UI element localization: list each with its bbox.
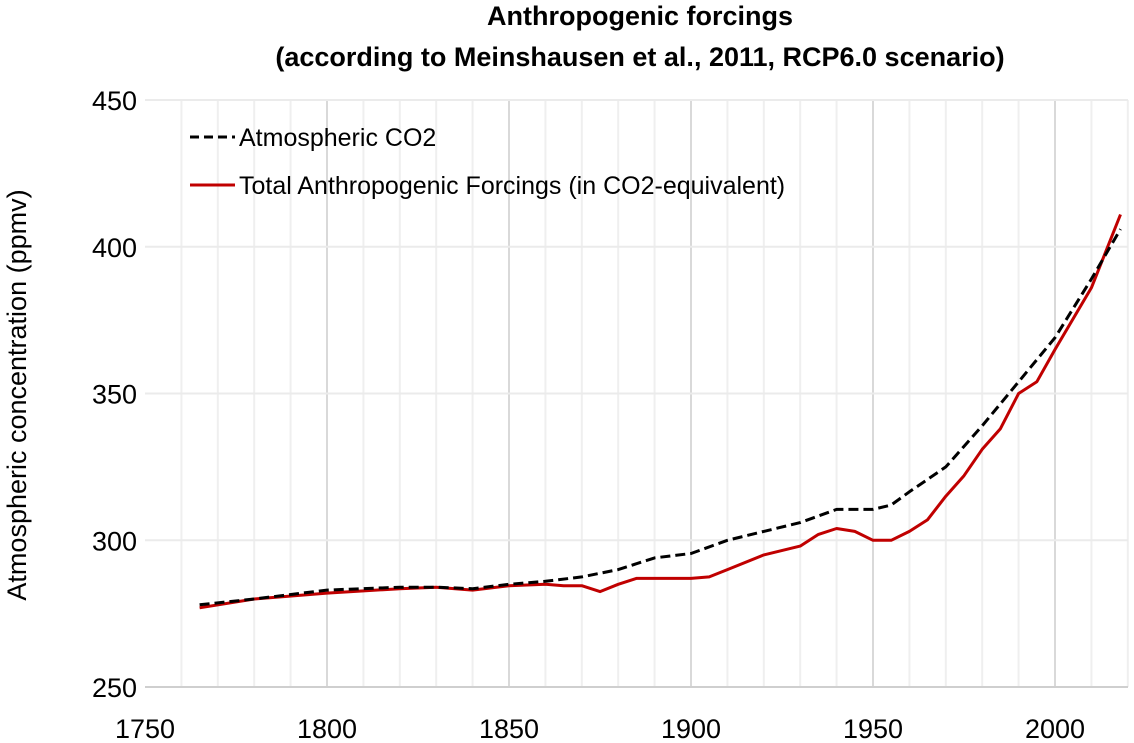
x-tick-label: 1900 (661, 714, 721, 743)
y-tick-label: 450 (92, 86, 137, 116)
series-line-total-forcings (199, 213, 1122, 610)
x-tick-label: 1800 (297, 714, 357, 743)
y-tick-label: 250 (92, 673, 137, 703)
x-tick-label: 1850 (479, 714, 539, 743)
y-tick-label: 300 (92, 526, 137, 556)
y-tick-label: 400 (92, 233, 137, 263)
legend-label-co2: Atmospheric CO2 (239, 124, 436, 152)
chart-title: Anthropogenic forcings (487, 1, 793, 31)
y-tick-label: 350 (92, 380, 137, 410)
x-tick-label: 2000 (1025, 714, 1085, 743)
x-tick-label: 1750 (115, 714, 175, 743)
legend-label-total: Total Anthropogenic Forcings (in CO2-equ… (239, 172, 785, 200)
series-line-co2 (199, 228, 1122, 607)
chart-subtitle: (according to Meinshausen et al., 2011, … (275, 42, 1004, 72)
x-tick-label: 1950 (843, 714, 903, 743)
legend: Atmospheric CO2 Total Anthropogenic Forc… (190, 124, 785, 200)
y-axis-label: Atmospheric concentration (ppmv) (2, 189, 32, 600)
